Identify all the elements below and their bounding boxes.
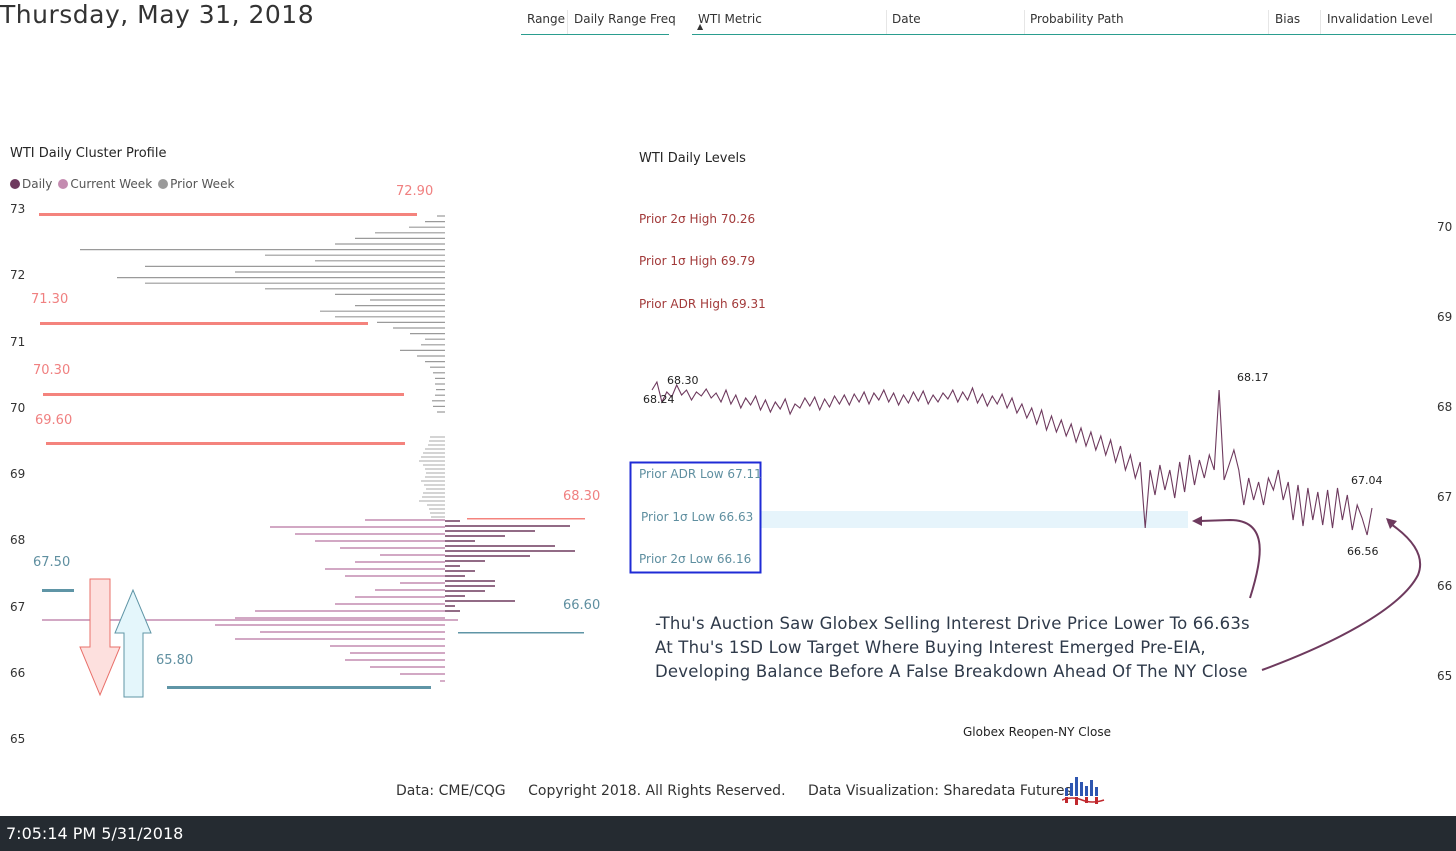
prior-1sd-high-label: Prior 1σ High 69.79 xyxy=(639,254,756,268)
y-tick: 73 xyxy=(10,202,26,216)
level-bar-67-50 xyxy=(42,589,74,592)
level-bar-66-60 xyxy=(458,632,584,634)
status-clock: 7:05:14 PM 5/31/2018 xyxy=(6,824,184,843)
price-label: 68.30 xyxy=(667,374,699,387)
column-header-probability-path[interactable]: Probability Path xyxy=(1030,12,1124,26)
y-tick: 65 xyxy=(10,732,26,746)
annotation-arrow xyxy=(1199,518,1261,599)
price-label: 67.04 xyxy=(1351,474,1383,487)
prior-1sd-low-label: Prior 1σ Low 66.63 xyxy=(641,510,754,524)
footer-source: Data: CME/CQG xyxy=(396,783,506,799)
column-divider xyxy=(1320,10,1321,34)
column-header-wti-metric[interactable]: WTI Metric xyxy=(698,12,762,26)
arrowhead-icon xyxy=(1386,518,1397,529)
up-arrow-icon xyxy=(114,588,152,698)
column-header-daily-range-freq[interactable]: Daily Range Freq xyxy=(574,12,676,26)
level-bar-71-30 xyxy=(40,322,368,325)
footer: Data: CME/CQG Copyright 2018. All Rights… xyxy=(396,783,1090,799)
levels-chart-title: WTI Daily Levels xyxy=(639,151,746,166)
y-tick: 67 xyxy=(10,600,26,614)
price-chart xyxy=(629,380,1421,671)
cluster-profile-legend: Daily Current Week Prior Week xyxy=(10,177,234,191)
prior-adr-low-label: Prior ADR Low 67.11 xyxy=(639,467,762,481)
page-title: Thursday, May 31, 2018 xyxy=(0,0,315,29)
y-tick: 67 xyxy=(1437,490,1453,504)
y-tick: 68 xyxy=(1437,400,1453,414)
column-divider xyxy=(886,10,887,34)
x-axis-label: Globex Reopen-NY Close xyxy=(963,725,1111,739)
price-label: 68.24 xyxy=(643,393,675,406)
y-tick: 66 xyxy=(1437,579,1453,593)
footer-credit: Data Visualization: Sharedata Futures xyxy=(807,783,1072,799)
down-arrow-icon xyxy=(79,578,121,697)
y-tick: 72 xyxy=(10,268,26,282)
level-label: 68.30 xyxy=(563,489,601,504)
commentary-text: -Thu's Auction Saw Globex Selling Intere… xyxy=(655,612,1250,684)
level-label: 69.60 xyxy=(35,413,73,428)
prior-2sd-high-label: Prior 2σ High 70.26 xyxy=(639,212,756,226)
y-tick: 70 xyxy=(10,401,26,415)
legend-item-current-week[interactable]: Current Week xyxy=(58,177,152,191)
level-bar-70-30 xyxy=(43,393,404,396)
level-bar-69-60 xyxy=(46,442,405,445)
column-header-range[interactable]: Range xyxy=(527,12,566,26)
column-divider xyxy=(1024,10,1025,34)
column-divider xyxy=(1268,10,1269,34)
level-label: 65.80 xyxy=(156,653,194,668)
legend-dot-icon xyxy=(10,179,20,189)
commentary-line: Developing Balance Before A False Breakd… xyxy=(655,662,1248,681)
sharedata-logo-icon xyxy=(1062,777,1105,805)
price-label: 66.56 xyxy=(1347,545,1379,558)
arrowhead-icon xyxy=(1192,516,1202,526)
level-label: 66.60 xyxy=(563,598,601,613)
annotation-arrow xyxy=(1261,521,1421,671)
y-tick: 71 xyxy=(10,335,26,349)
cluster-profile-title: WTI Daily Cluster Profile xyxy=(10,146,167,161)
header-underline xyxy=(692,34,1456,35)
footer-copyright: Copyright 2018. All Rights Reserved. xyxy=(528,783,786,799)
price-series-line xyxy=(651,380,1373,536)
column-header-invalidation-level[interactable]: Invalidation Level xyxy=(1327,12,1433,26)
level-label: 72.90 xyxy=(396,184,434,199)
commentary-line: At Thu's 1SD Low Target Where Buying Int… xyxy=(655,638,1206,657)
level-label: 70.30 xyxy=(33,363,71,378)
column-header-bias[interactable]: Bias xyxy=(1275,12,1301,26)
y-tick: 68 xyxy=(10,533,26,547)
y-tick: 70 xyxy=(1437,220,1453,234)
status-bar: 7:05:14 PM 5/31/2018 xyxy=(0,816,1456,851)
column-header-date[interactable]: Date xyxy=(892,12,921,26)
sort-ascending-icon[interactable]: ▲ xyxy=(697,22,704,31)
level-bar-68-30 xyxy=(467,518,585,520)
price-label: 68.17 xyxy=(1237,371,1269,384)
legend-item-prior-week[interactable]: Prior Week xyxy=(158,177,234,191)
prior-adr-high-label: Prior ADR High 69.31 xyxy=(639,297,766,311)
target-band xyxy=(760,511,1188,528)
column-divider xyxy=(567,10,568,34)
y-tick: 69 xyxy=(10,467,26,481)
cluster-profile-plot xyxy=(39,213,585,698)
header-underline xyxy=(521,34,669,35)
level-bar-65-80 xyxy=(167,686,431,689)
prior-lows-box[interactable] xyxy=(629,461,762,574)
level-bar-72-90 xyxy=(39,213,417,216)
level-label: 71.30 xyxy=(31,292,69,307)
y-tick: 69 xyxy=(1437,310,1453,324)
level-label: 67.50 xyxy=(33,555,71,570)
commentary-line: -Thu's Auction Saw Globex Selling Intere… xyxy=(655,614,1250,633)
profile-bars xyxy=(80,215,575,682)
prior-2sd-low-label: Prior 2σ Low 66.16 xyxy=(639,552,752,566)
y-tick: 66 xyxy=(10,666,26,680)
legend-dot-icon xyxy=(158,179,169,189)
legend-item-daily[interactable]: Daily xyxy=(10,177,52,191)
legend-dot-icon xyxy=(58,179,69,189)
y-tick: 65 xyxy=(1437,669,1453,683)
